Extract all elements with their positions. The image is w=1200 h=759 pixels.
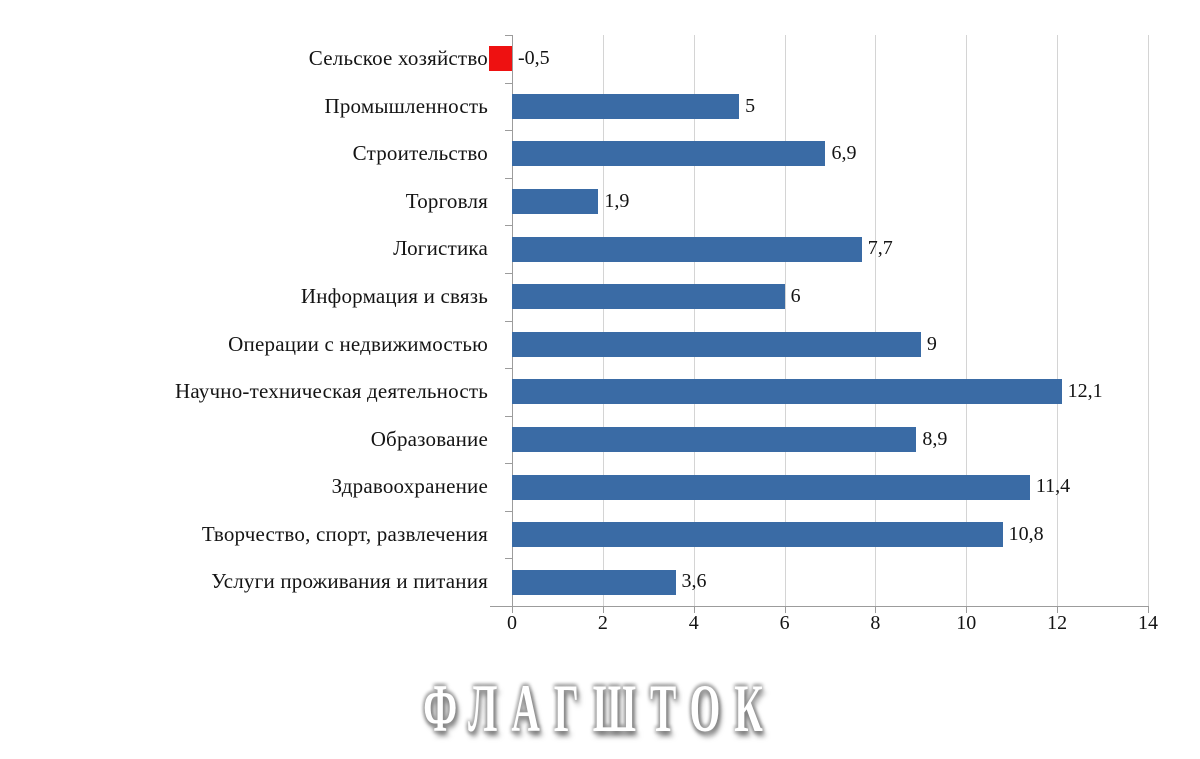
value-label: 10,8 — [1008, 522, 1044, 545]
value-label: 8,9 — [922, 427, 948, 450]
gridline — [1057, 35, 1059, 606]
category-label: Операции с недвижимостью — [228, 331, 488, 356]
x-tick — [784, 606, 786, 613]
category-label: Услуги проживания и питания — [211, 569, 488, 594]
y-tick — [505, 82, 512, 84]
bar — [512, 522, 1003, 548]
y-tick — [505, 368, 512, 370]
x-tick-label: 12 — [1047, 612, 1068, 634]
value-label: 11,4 — [1035, 475, 1071, 498]
gridline — [784, 35, 786, 606]
gridline — [1148, 35, 1149, 606]
y-tick — [505, 415, 512, 417]
category-label: Научно-техническая деятельность — [174, 379, 488, 404]
x-tick — [693, 606, 695, 613]
watermark-text: ФЛАГШТОК — [423, 670, 777, 746]
x-tick-label: 8 — [870, 612, 881, 634]
category-label: Строительство — [352, 141, 488, 166]
value-label: 9 — [926, 332, 937, 355]
gridline — [875, 35, 877, 606]
y-tick — [505, 130, 512, 132]
bar — [512, 189, 599, 215]
x-tick — [966, 606, 968, 613]
y-tick — [505, 177, 512, 179]
bar — [512, 379, 1062, 405]
category-label: Логистика — [393, 236, 488, 261]
x-tick-label: 14 — [1138, 612, 1158, 634]
value-label: 6,9 — [831, 142, 857, 165]
x-axis — [490, 606, 1149, 607]
category-label: Промышленность — [324, 93, 488, 118]
x-tick — [1148, 606, 1149, 613]
bar — [512, 474, 1030, 500]
category-label: Информация и связь — [300, 283, 488, 308]
x-tick-label: 0 — [507, 612, 517, 634]
category-label: Здравоохранение — [331, 474, 488, 499]
bar — [512, 569, 676, 595]
gridline — [693, 35, 695, 606]
bar — [512, 236, 862, 262]
x-tick-label: 10 — [956, 612, 977, 634]
gridline — [966, 35, 968, 606]
value-label: 12,1 — [1067, 380, 1103, 403]
y-tick — [505, 463, 512, 465]
y-tick — [505, 35, 512, 36]
x-tick — [602, 606, 604, 613]
x-tick — [1057, 606, 1059, 613]
value-label: 1,9 — [604, 189, 630, 212]
category-label: Сельское хозяйство — [308, 46, 488, 70]
x-tick-label: 2 — [597, 612, 608, 634]
value-label: 7,7 — [867, 237, 893, 260]
value-label: 3,6 — [681, 570, 707, 593]
y-tick — [505, 606, 512, 607]
value-label: -0,5 — [518, 47, 550, 69]
x-tick — [875, 606, 877, 613]
bar — [512, 426, 917, 452]
y-tick — [505, 225, 512, 227]
category-label: Образование — [370, 426, 488, 451]
y-tick — [505, 320, 512, 322]
y-tick — [505, 510, 512, 512]
x-tick — [512, 606, 513, 613]
y-axis — [512, 35, 513, 606]
y-tick — [505, 558, 512, 560]
bar — [512, 141, 826, 167]
bar — [512, 284, 785, 310]
category-label: Творчество, спорт, развлечения — [201, 521, 488, 546]
y-tick — [505, 272, 512, 274]
x-tick-label: 4 — [688, 612, 699, 634]
value-label: 5 — [745, 94, 756, 117]
bar — [512, 93, 740, 119]
gridline — [602, 35, 604, 606]
value-label: 6 — [790, 284, 801, 307]
category-label: Торговля — [405, 188, 488, 213]
bar — [512, 331, 921, 357]
bar — [489, 46, 512, 72]
x-tick-label: 6 — [779, 612, 790, 634]
